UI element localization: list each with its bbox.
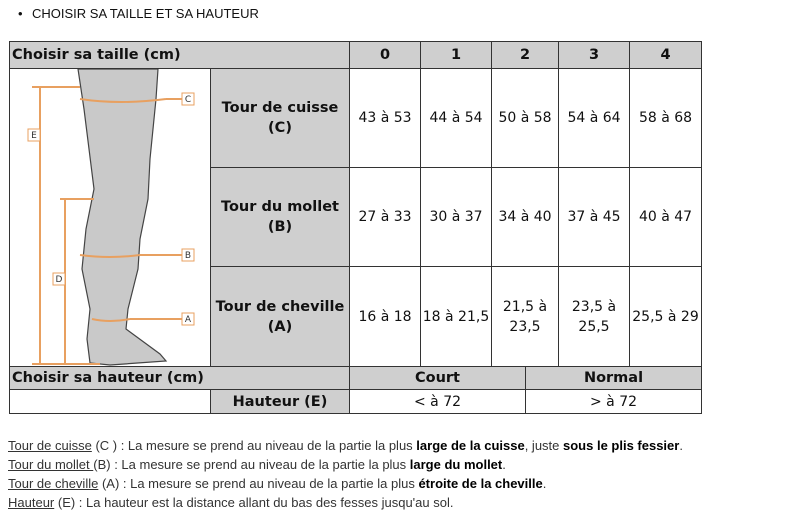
- hauteur-label: Hauteur (E): [210, 389, 350, 414]
- cell: 16 à 18: [349, 266, 421, 367]
- cell: 58 à 68: [629, 68, 702, 168]
- emphasis: large de la cuisse: [416, 438, 525, 453]
- term: Tour de cheville: [8, 476, 99, 491]
- court-value: < à 72: [349, 389, 526, 414]
- size-2-header: 2: [491, 41, 559, 69]
- label-b: B: [185, 251, 191, 261]
- cell: 37 à 45: [558, 167, 630, 267]
- cell: 43 à 53: [349, 68, 421, 168]
- size-0-header: 0: [349, 41, 421, 69]
- label-e: E: [31, 131, 37, 141]
- term: Tour de cuisse: [8, 438, 92, 453]
- label-d: D: [56, 275, 63, 285]
- cell: 25,5 à 29: [629, 266, 702, 367]
- size-3-header: 3: [558, 41, 630, 69]
- note-hauteur: Hauteur (E) : La hauteur est la distance…: [8, 493, 683, 512]
- leg-diagram: C B A E D: [9, 68, 211, 367]
- court-header: Court: [349, 366, 526, 390]
- term: Hauteur: [8, 495, 55, 510]
- cell: 18 à 21,5: [420, 266, 492, 367]
- text: (B) : La mesure se prend au niveau de la…: [93, 457, 410, 472]
- cell: 27 à 33: [349, 167, 421, 267]
- text: (E) : La hauteur est la distance allant …: [54, 495, 454, 510]
- text: .: [679, 438, 683, 453]
- note-cuisse: Tour de cuisse (C ) : La mesure se prend…: [8, 436, 683, 455]
- cell: 30 à 37: [420, 167, 492, 267]
- emphasis: sous le plis fessier: [563, 438, 680, 453]
- empty-cell: [9, 389, 211, 414]
- cell: 50 à 58: [491, 68, 559, 168]
- height-table-header: Choisir sa hauteur (cm): [9, 366, 350, 390]
- term: Tour du mollet: [8, 457, 94, 472]
- text: .: [502, 457, 506, 472]
- size-1-header: 1: [420, 41, 492, 69]
- cell: 44 à 54: [420, 68, 492, 168]
- text: (A) : La mesure se prend au niveau de la…: [98, 476, 419, 491]
- emphasis: large du mollet: [409, 457, 503, 472]
- row-label-mollet: Tour du mollet (B): [210, 167, 350, 267]
- note-cheville: Tour de cheville (A) : La mesure se pren…: [8, 474, 683, 493]
- cell: 54 à 64: [558, 68, 630, 168]
- label-a: A: [185, 315, 192, 325]
- normal-header: Normal: [525, 366, 702, 390]
- note-mollet: Tour du mollet (B) : La mesure se prend …: [8, 455, 683, 474]
- size-table-header: Choisir sa taille (cm): [9, 41, 350, 69]
- cell: 40 à 47: [629, 167, 702, 267]
- text: .: [542, 476, 547, 491]
- row-label-cuisse: Tour de cuisse (C): [210, 68, 350, 168]
- cell: 23,5 à 25,5: [558, 266, 630, 367]
- cell: 34 à 40: [491, 167, 559, 267]
- row-label-cheville: Tour de cheville (A): [210, 266, 350, 367]
- normal-value: > à 72: [525, 389, 702, 414]
- label-c: C: [185, 95, 191, 105]
- cell: 21,5 à 23,5: [491, 266, 559, 367]
- emphasis: étroite de la cheville: [418, 476, 543, 491]
- text: (C ) : La mesure se prend au niveau de l…: [91, 438, 417, 453]
- text: , juste: [524, 438, 563, 453]
- measurement-notes: Tour de cuisse (C ) : La mesure se prend…: [8, 436, 683, 512]
- leg-shape: [77, 69, 168, 366]
- section-bullet: CHOISIR SA TAILLE ET SA HAUTEUR: [18, 6, 259, 21]
- size-4-header: 4: [629, 41, 702, 69]
